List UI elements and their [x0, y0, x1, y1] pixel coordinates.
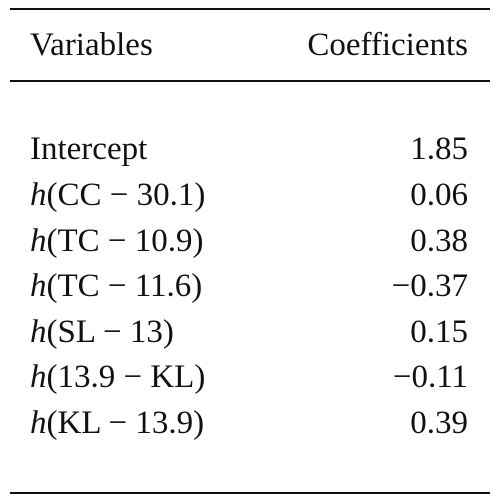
function-symbol: h: [30, 222, 47, 259]
function-symbol: h: [30, 359, 47, 396]
coefficient-cell: −0.37: [391, 268, 468, 305]
coefficient-cell: −0.11: [392, 359, 468, 396]
variable-term: (13.9 − KL): [46, 359, 206, 396]
table-row: h(CC − 30.1) 0.06: [10, 173, 490, 219]
function-symbol: h: [30, 313, 47, 350]
variable-term: (TC − 11.6): [46, 268, 203, 305]
coefficient-cell: 1.85: [410, 131, 468, 168]
variable-term: Intercept: [30, 131, 148, 168]
coefficient-cell: 0.39: [410, 404, 468, 441]
header-rule: [10, 80, 490, 82]
header-variables: Variables: [30, 26, 153, 63]
variable-cell: h(CC − 30.1): [10, 173, 329, 219]
variable-term: (SL − 13): [46, 313, 174, 350]
function-symbol: h: [30, 176, 47, 213]
variable-cell: h(TC − 10.9): [10, 218, 329, 264]
function-symbol: h: [30, 268, 47, 305]
variable-cell: Intercept: [10, 127, 329, 173]
table-row: h(TC − 10.9) 0.38: [10, 218, 490, 264]
table-rows: Intercept 1.85 h(CC − 30.1) 0.06 h(TC − …: [10, 82, 490, 492]
variable-term: (TC − 10.9): [46, 222, 204, 259]
variable-term: (CC − 30.1): [46, 176, 206, 213]
variable-cell: h(KL − 13.9): [10, 401, 329, 447]
header-coefficients: Coefficients: [307, 26, 468, 63]
coefficients-table: Variables Coefficients Intercept 1.85 h(…: [10, 8, 490, 494]
top-rule: [10, 8, 490, 10]
variable-cell: h(SL − 13): [10, 309, 329, 355]
table-row: Intercept 1.85: [10, 127, 490, 173]
coefficient-cell: 0.15: [410, 313, 468, 350]
table-row: h(13.9 − KL) −0.11: [10, 355, 490, 401]
variable-cell: h(TC − 11.6): [10, 264, 329, 310]
variable-cell: h(13.9 − KL): [10, 355, 329, 401]
function-symbol: h: [30, 404, 47, 441]
table-body: Variables Coefficients: [10, 10, 490, 80]
variable-term: (KL − 13.9): [46, 404, 205, 441]
header-row: Variables Coefficients: [10, 10, 490, 80]
table-row: h(TC − 11.6) −0.37: [10, 264, 490, 310]
table-row: h(SL − 13) 0.15: [10, 309, 490, 355]
coefficient-cell: 0.06: [410, 176, 468, 213]
table-row: h(KL − 13.9) 0.39: [10, 401, 490, 447]
coefficient-cell: 0.38: [410, 222, 468, 259]
